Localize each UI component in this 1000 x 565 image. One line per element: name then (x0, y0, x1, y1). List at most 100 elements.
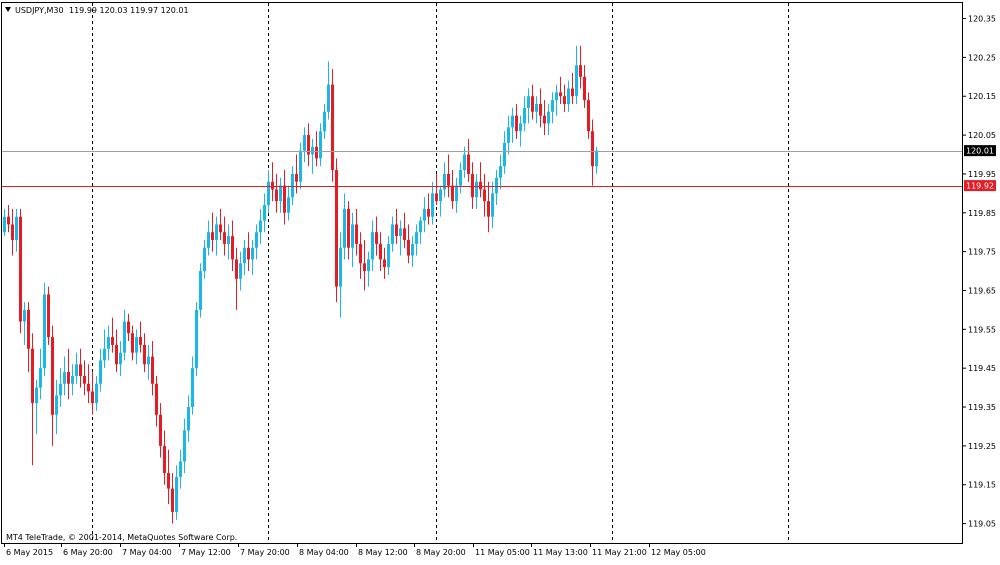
candle (67, 348, 70, 400)
candle-body (443, 173, 446, 190)
candle-body (323, 111, 326, 132)
candle-body (163, 445, 166, 474)
candle (143, 333, 146, 373)
price-tick-label: 119.75 (968, 248, 996, 257)
candle (487, 181, 490, 233)
candle (579, 45, 582, 89)
candle (375, 216, 378, 256)
candle (371, 220, 374, 272)
ohlc-readout: 119.99 120.03 119.97 120.01 (69, 6, 189, 15)
candle (219, 208, 222, 240)
candle-body (435, 193, 438, 202)
candle (131, 325, 134, 361)
candle-body (463, 154, 466, 171)
candle-body (43, 294, 46, 369)
candle-body (251, 247, 254, 260)
candle-body (315, 146, 318, 159)
candle-body (287, 197, 290, 213)
candle-body (475, 181, 478, 198)
price-tick-label: 119.55 (968, 325, 996, 334)
candle-body (231, 236, 234, 260)
candle-body (279, 185, 282, 202)
candle (479, 162, 482, 198)
candle (563, 84, 566, 112)
candle-body (35, 387, 38, 404)
chart-header: USDJPY,M30 119.99 120.03 119.97 120.01 (5, 6, 189, 15)
candle (323, 104, 326, 139)
candle-body (379, 243, 382, 260)
candle (87, 364, 90, 404)
candle-body (115, 344, 118, 365)
candle-body (519, 123, 522, 132)
candle (539, 88, 542, 128)
candle (551, 92, 554, 124)
candle-body (367, 259, 370, 272)
price-tick-label: 120.25 (968, 53, 996, 62)
candle (407, 224, 410, 264)
candle (359, 232, 362, 279)
candle (267, 170, 270, 213)
candle-body (223, 232, 226, 244)
candle-body (343, 208, 346, 248)
candle (259, 208, 262, 244)
price-tick-label: 120.05 (968, 131, 996, 140)
candle-body (131, 333, 134, 353)
candle-body (403, 228, 406, 240)
candle-body (571, 88, 574, 97)
candle (15, 208, 18, 252)
bid-price-tag: 120.01 (966, 147, 994, 156)
candle (567, 80, 570, 112)
candle (339, 232, 342, 318)
candle (499, 154, 502, 190)
candle (35, 379, 38, 435)
candle-body (395, 224, 398, 237)
candle-body (23, 309, 26, 322)
candle-body (215, 224, 218, 240)
candle (439, 185, 442, 217)
candle-body (227, 236, 230, 244)
candle (111, 317, 114, 353)
candle-body (539, 104, 542, 116)
candle (575, 45, 578, 105)
candle-body (203, 247, 206, 272)
price-tick-label: 120.15 (968, 92, 996, 101)
candle (287, 185, 290, 221)
price-tick-label: 119.85 (968, 209, 996, 218)
candle-body (335, 170, 338, 287)
candle (331, 69, 334, 182)
candle (55, 379, 58, 435)
candle-body (291, 173, 294, 198)
candle-body (347, 208, 350, 248)
time-tick-label: 11 May 05:00 (475, 548, 530, 557)
candle-body (383, 259, 386, 268)
candle-body (531, 96, 534, 112)
candle (195, 302, 198, 376)
candle (155, 375, 158, 427)
candle (79, 348, 82, 388)
candle-body (515, 115, 518, 132)
candle (279, 177, 282, 213)
candle (39, 348, 42, 400)
candle-body (295, 173, 298, 182)
candle (355, 208, 358, 256)
candle (315, 131, 318, 167)
candle-body (99, 360, 102, 384)
candle-body (467, 154, 470, 174)
candle-body (423, 208, 426, 221)
time-tick-label: 8 May 12:00 (358, 548, 408, 557)
candle (559, 76, 562, 105)
chart-menu-triangle-icon[interactable] (5, 7, 11, 12)
candle (555, 84, 558, 116)
candle (327, 61, 330, 120)
candle (587, 92, 590, 139)
candle-body (439, 189, 442, 202)
candle-body (95, 383, 98, 404)
time-tick-label: 7 May 04:00 (122, 548, 172, 557)
candle-body (79, 364, 82, 376)
candle (475, 173, 478, 209)
candle (591, 119, 594, 186)
candle (467, 138, 470, 182)
price-tick-label: 119.15 (968, 481, 996, 490)
